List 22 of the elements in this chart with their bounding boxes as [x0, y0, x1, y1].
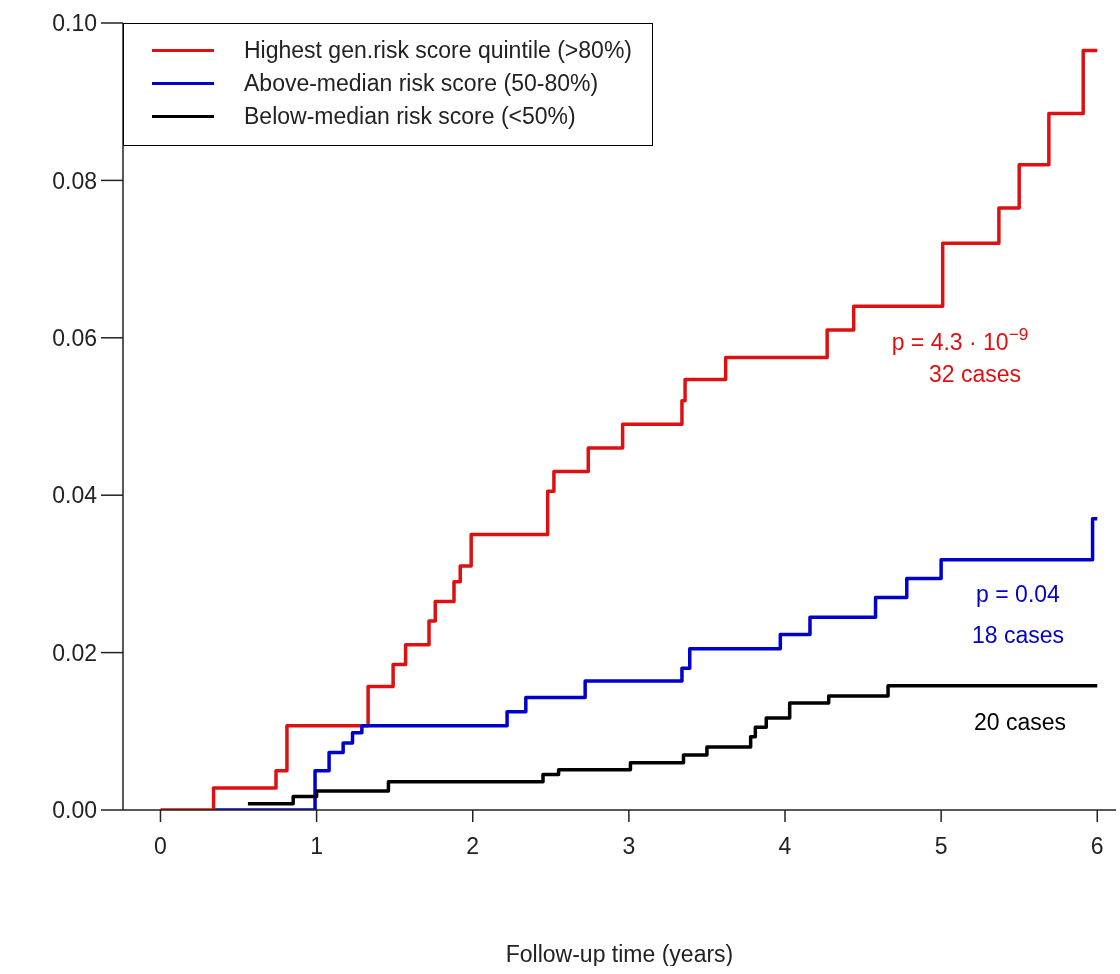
x-tick-label: 5: [934, 833, 948, 860]
x-tick-label: 1: [310, 833, 323, 860]
legend-label: Above-median risk score (50-80%): [244, 69, 599, 98]
annotation: 18 cases: [971, 622, 1065, 648]
y-tick-label: 0.00: [52, 797, 97, 824]
x-tick-label: 0: [154, 833, 167, 860]
y-tick-label: 0.02: [52, 639, 97, 666]
annotation: p = 4.3 · 10$^{−9}$: [891, 324, 1029, 355]
legend-label: Below-median risk score (<50%): [244, 102, 576, 131]
x-axis-title: Follow-up time (years): [505, 941, 734, 967]
x-tick-label: 6: [1090, 833, 1104, 860]
annotation: 32 cases: [928, 361, 1022, 387]
x-tick-label: 3: [622, 833, 636, 860]
y-tick-label: 0.10: [52, 10, 97, 37]
y-tick-label: 0.06: [52, 324, 97, 351]
annotation: 20 cases: [973, 709, 1067, 735]
y-tick-label: 0.08: [52, 167, 97, 194]
x-tick-label: 2: [466, 833, 480, 860]
y-tick-label: 0.04: [52, 482, 98, 509]
legend-label: Highest gen.risk score quintile (>80%): [244, 36, 632, 65]
x-tick-label: 4: [778, 833, 792, 860]
annotation: p = 0.04: [976, 581, 1061, 607]
